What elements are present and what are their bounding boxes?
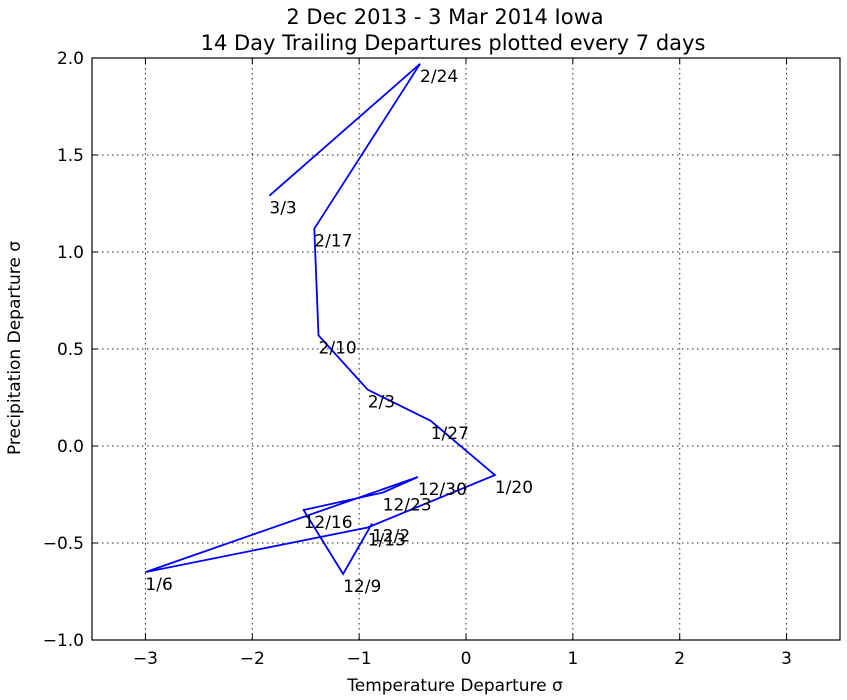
point-label: 2/17 (314, 232, 352, 252)
point-label: 1/13 (368, 530, 406, 550)
point-label: 1/6 (145, 575, 172, 595)
x-tick-label: 0 (461, 649, 472, 669)
y-tick-label: −0.5 (43, 534, 84, 554)
point-label: 12/16 (304, 513, 353, 533)
point-label: 2/24 (420, 67, 458, 87)
tick-labels: −3 −2 −1 0 1 2 3 −1.0 −0.5 0.0 0.5 1.0 1.5 2.0 (43, 49, 792, 669)
series-line (145, 63, 497, 576)
chart-subtitle: 14 Day Trailing Departures plotted every… (201, 31, 706, 55)
grid (92, 57, 840, 641)
x-axis-label: Temperature Departure σ (346, 676, 563, 696)
x-tick-label: −2 (240, 649, 265, 669)
x-tick-label: −1 (347, 649, 372, 669)
chart-title: 2 Dec 2013 - 3 Mar 2014 Iowa (286, 5, 603, 29)
y-axis-label: Precipitation Departure σ (5, 241, 25, 455)
series (145, 63, 497, 576)
y-tick-label: 1.0 (57, 243, 84, 263)
x-tick-label: −3 (133, 649, 158, 669)
point-label: 12/23 (383, 496, 432, 516)
point-label: 12/2 (372, 527, 410, 547)
ticks (92, 57, 840, 641)
x-tick-label: 2 (674, 649, 685, 669)
x-tick-label: 3 (781, 649, 792, 669)
point-label: 1/27 (431, 424, 469, 444)
plot-frame (91, 57, 841, 641)
point-label: 2/10 (319, 338, 357, 358)
y-tick-label: −1.0 (43, 631, 84, 651)
point-label: 12/30 (418, 480, 467, 500)
y-tick-label: 2.0 (57, 49, 84, 69)
point-label: 12/9 (343, 577, 381, 597)
y-tick-label: 1.5 (57, 146, 84, 166)
point-label: 2/3 (368, 393, 395, 413)
point-label: 1/20 (495, 478, 533, 498)
x-tick-label: 1 (567, 649, 578, 669)
y-tick-label: 0.0 (57, 437, 84, 457)
y-tick-label: 0.5 (57, 340, 84, 360)
point-label: 3/3 (269, 199, 296, 219)
